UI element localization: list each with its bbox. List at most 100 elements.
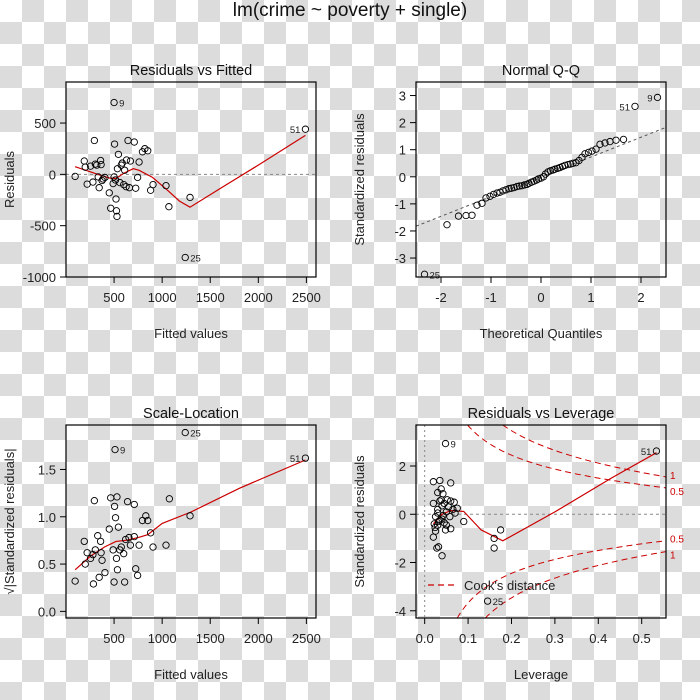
data-point — [99, 175, 107, 183]
y-tick-label: 0 — [399, 507, 406, 522]
x-tick-label: 2000 — [244, 631, 273, 646]
data-point — [162, 182, 170, 190]
data-point — [592, 145, 600, 153]
data-point — [116, 178, 124, 187]
data-point — [431, 523, 439, 532]
data-point — [121, 166, 129, 174]
data-point — [437, 485, 445, 493]
data-point — [596, 140, 604, 148]
data-point — [454, 212, 463, 220]
data-point — [142, 512, 150, 520]
data-point — [438, 515, 446, 523]
x-tick-label: 1000 — [148, 631, 177, 646]
data-point — [132, 184, 140, 192]
x-axis-label: Theoretical Quantiles — [480, 326, 603, 341]
data-point — [612, 136, 620, 144]
data-point — [110, 502, 119, 511]
panel-normal-qq: Normal Q-Q Theoretical Quantiles Standardi… — [352, 63, 667, 341]
data-point — [95, 184, 103, 192]
outlier-label: 9 — [451, 440, 456, 451]
data-point — [96, 156, 105, 165]
data-point — [653, 93, 662, 102]
y-tick-label: -500 — [30, 219, 56, 234]
data-point — [113, 212, 121, 221]
cooks-level-label: 0.5 — [670, 487, 684, 498]
x-tick-label: 1000 — [148, 290, 177, 305]
data-point — [118, 159, 126, 167]
y-tick-label: 3 — [399, 89, 406, 104]
y-tick-label: -2 — [394, 556, 406, 571]
panel-resid-fitted: Residuals vs Fitted Fitted values Residual… — [2, 63, 321, 341]
data-point — [138, 516, 147, 525]
data-point — [125, 533, 133, 542]
data-point — [652, 447, 661, 455]
data-point — [460, 517, 468, 526]
data-point — [434, 543, 443, 551]
data-point — [107, 494, 115, 502]
data-point — [111, 445, 119, 454]
plot-frame — [415, 81, 667, 278]
x-tick-label: 0.1 — [459, 631, 477, 646]
data-point — [569, 159, 577, 167]
data-point — [120, 180, 128, 189]
data-point — [186, 193, 194, 202]
y-tick-label: -3 — [394, 251, 406, 266]
data-point — [130, 500, 138, 509]
data-point — [130, 138, 138, 146]
x-tick-label: 0 — [537, 290, 544, 305]
x-tick-label: 1500 — [196, 290, 225, 305]
data-point — [80, 157, 88, 165]
data-point — [441, 526, 450, 534]
data-point — [124, 136, 132, 145]
data-point — [112, 195, 120, 203]
data-point — [601, 139, 609, 147]
data-point — [447, 479, 455, 487]
x-tick-label: 0.0 — [416, 631, 434, 646]
y-tick-label: -1 — [394, 197, 406, 212]
x-axis-label: Leverage — [514, 667, 568, 682]
y-tick-label: 2 — [399, 116, 406, 131]
y-tick-label: 500 — [34, 116, 56, 131]
y-tick-label: 1.5 — [38, 462, 56, 477]
data-point — [450, 498, 458, 506]
data-point — [130, 532, 138, 541]
data-point — [420, 270, 429, 277]
data-point — [510, 183, 518, 192]
data-point — [440, 519, 448, 527]
data-point — [462, 211, 470, 220]
cooks-level-label: 1 — [670, 551, 676, 562]
data-point — [449, 505, 457, 514]
cooks-distance-contour — [502, 425, 666, 478]
cooks-distance-contour — [484, 551, 666, 618]
data-point — [111, 176, 120, 184]
outlier-label: 51 — [290, 454, 301, 465]
data-point — [113, 566, 122, 574]
data-point — [490, 544, 498, 552]
data-point — [181, 253, 189, 262]
data-point — [135, 541, 143, 549]
data-point — [186, 512, 194, 520]
plot-area — [66, 98, 316, 262]
x-tick-label: 2 — [637, 290, 644, 305]
data-point — [113, 493, 121, 501]
data-point — [446, 513, 454, 521]
data-point — [436, 476, 444, 485]
data-point — [112, 554, 121, 563]
data-point — [453, 504, 461, 512]
data-point — [96, 537, 105, 546]
data-point — [490, 534, 498, 543]
y-tick-label: 0.0 — [38, 604, 56, 619]
y-axis-label: Residuals — [2, 150, 17, 208]
data-point — [515, 182, 524, 190]
outlier-label: 25 — [190, 254, 201, 265]
data-point — [486, 192, 494, 200]
data-point — [110, 98, 118, 107]
data-point — [429, 499, 438, 508]
data-point — [451, 509, 459, 517]
data-point — [144, 516, 152, 525]
cooks-distance-contour — [467, 425, 666, 489]
data-point — [91, 546, 99, 554]
data-point — [447, 497, 455, 505]
data-point — [430, 520, 438, 528]
data-point — [80, 537, 88, 546]
